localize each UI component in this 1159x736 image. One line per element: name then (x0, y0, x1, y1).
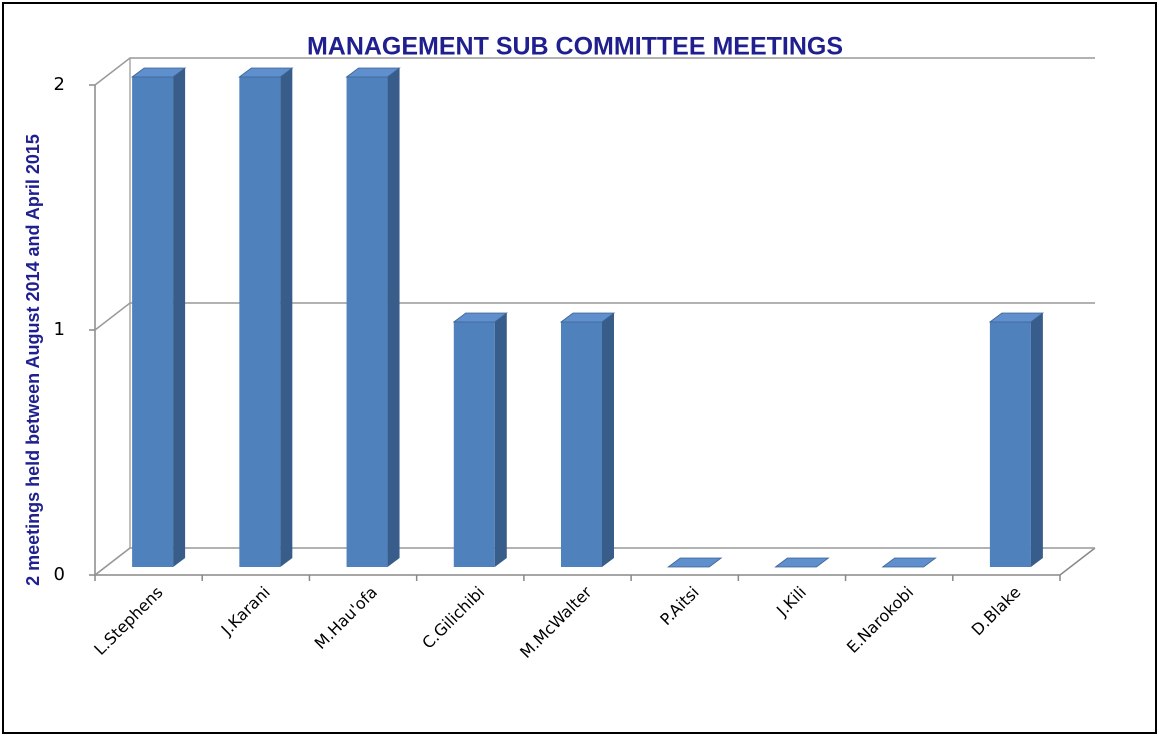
bar-front (989, 322, 1031, 567)
chart-title: MANAGEMENT SUB COMMITTEE MEETINGS (307, 33, 843, 61)
bar (238, 67, 294, 567)
bar-top (667, 557, 723, 568)
bar (452, 312, 508, 567)
bar (559, 312, 616, 567)
grid-line (94, 57, 1095, 86)
bar (345, 67, 401, 567)
bar (130, 67, 187, 567)
bar (988, 312, 1045, 567)
bar-top (774, 557, 830, 568)
bar-top (130, 67, 187, 78)
bar-front (346, 77, 388, 567)
grid-line (94, 302, 1095, 331)
bar-side (173, 68, 186, 567)
bar-side (280, 68, 293, 567)
y-axis-label: 2 meetings held between August 2014 and … (23, 134, 43, 586)
y-tick-label: 1 (54, 319, 65, 340)
bar-top (238, 67, 294, 78)
bar-front (453, 322, 495, 567)
bar-front (239, 77, 281, 567)
bar-front (561, 322, 602, 567)
bar-top (881, 557, 937, 568)
bar-top (452, 312, 508, 323)
bar-top (345, 67, 401, 78)
bar-side (387, 68, 400, 567)
y-tick-label: 0 (54, 564, 65, 585)
bar-top (559, 312, 616, 323)
bar (881, 557, 937, 568)
bar (667, 557, 723, 568)
bar (774, 557, 830, 568)
bar-side (1030, 313, 1043, 567)
y-tick-label: 2 (54, 74, 65, 95)
bar-side (494, 313, 507, 567)
bar-side (602, 313, 614, 567)
bar-front (132, 77, 174, 567)
bar-top (988, 312, 1045, 323)
grid-line (94, 547, 1095, 576)
